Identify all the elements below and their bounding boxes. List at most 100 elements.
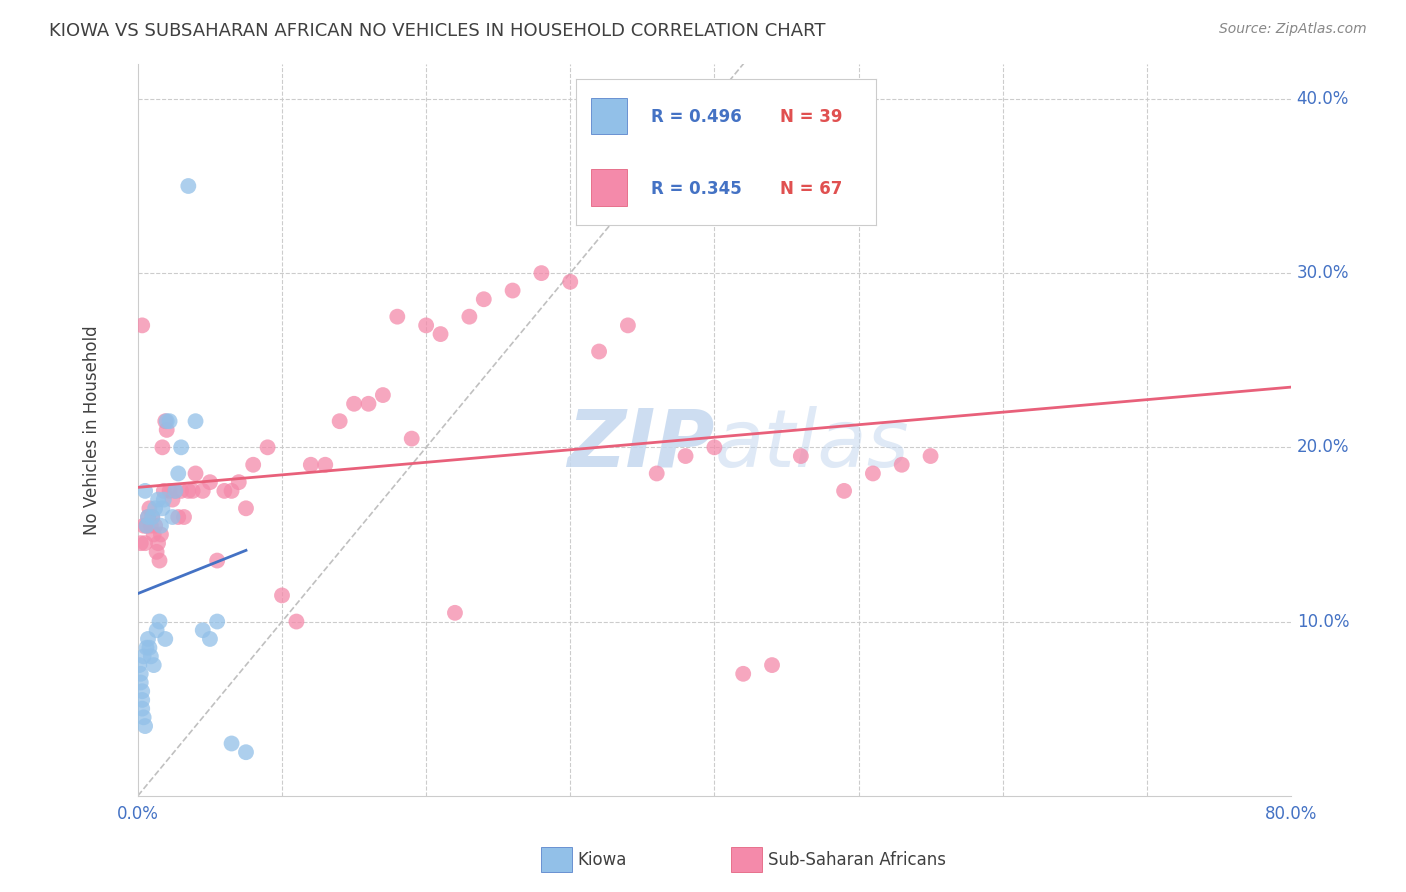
Point xyxy=(790,449,813,463)
Text: 20.0%: 20.0% xyxy=(1296,438,1350,457)
Point xyxy=(146,492,169,507)
Point xyxy=(617,318,640,333)
Point xyxy=(299,458,322,472)
Point xyxy=(162,492,184,507)
Point xyxy=(761,658,783,673)
Point xyxy=(588,344,610,359)
Point xyxy=(145,624,167,638)
Point xyxy=(170,483,193,498)
Point xyxy=(135,518,157,533)
Point xyxy=(136,632,159,646)
Point xyxy=(198,632,221,646)
Point xyxy=(285,615,308,629)
Point xyxy=(131,318,153,333)
Point xyxy=(401,432,423,446)
Text: Source: ZipAtlas.com: Source: ZipAtlas.com xyxy=(1219,22,1367,37)
Point xyxy=(198,475,221,490)
Point xyxy=(862,467,884,481)
Point xyxy=(150,501,173,516)
Point xyxy=(170,440,193,454)
Point xyxy=(357,397,380,411)
Point xyxy=(148,553,170,567)
Text: Kiowa: Kiowa xyxy=(578,851,627,869)
Text: Sub-Saharan Africans: Sub-Saharan Africans xyxy=(768,851,946,869)
Point xyxy=(205,615,228,629)
Point xyxy=(143,518,166,533)
Point xyxy=(181,483,204,498)
Point xyxy=(314,458,336,472)
Point xyxy=(128,658,150,673)
Point xyxy=(235,501,257,516)
Point xyxy=(134,719,156,733)
Point xyxy=(141,510,163,524)
Point xyxy=(149,518,172,533)
Point xyxy=(343,397,366,411)
Point xyxy=(148,615,170,629)
Point xyxy=(214,483,236,498)
Point xyxy=(136,510,159,524)
Point xyxy=(129,675,152,690)
Point xyxy=(256,440,278,454)
Point xyxy=(142,658,165,673)
Text: KIOWA VS SUBSAHARAN AFRICAN NO VEHICLES IN HOUSEHOLD CORRELATION CHART: KIOWA VS SUBSAHARAN AFRICAN NO VEHICLES … xyxy=(49,22,825,40)
Point xyxy=(191,483,214,498)
Point xyxy=(165,483,187,498)
Point xyxy=(159,414,181,428)
Point xyxy=(221,483,243,498)
Point xyxy=(146,536,169,550)
Point xyxy=(136,510,159,524)
Point xyxy=(156,423,179,437)
Text: No Vehicles in Household: No Vehicles in Household xyxy=(83,325,101,534)
Point xyxy=(458,310,481,324)
Point xyxy=(329,414,352,428)
Point xyxy=(165,483,187,498)
Point xyxy=(141,510,163,524)
Point xyxy=(502,284,524,298)
Point xyxy=(733,666,755,681)
Text: 40.0%: 40.0% xyxy=(1296,90,1348,108)
Point xyxy=(159,483,181,498)
Point xyxy=(162,510,184,524)
Point xyxy=(235,745,257,759)
Point xyxy=(832,483,855,498)
Point xyxy=(177,179,200,194)
Point xyxy=(429,327,451,342)
Point xyxy=(205,553,228,567)
Point xyxy=(221,737,243,751)
Point xyxy=(143,501,166,516)
Point xyxy=(173,510,195,524)
Point xyxy=(156,414,179,428)
Point xyxy=(139,649,162,664)
Point xyxy=(139,518,162,533)
Point xyxy=(177,483,200,498)
Text: atlas: atlas xyxy=(714,406,910,483)
Point xyxy=(132,649,155,664)
Point xyxy=(150,440,173,454)
Point xyxy=(155,632,177,646)
Text: 10.0%: 10.0% xyxy=(1296,613,1350,631)
Point xyxy=(129,536,152,550)
Point xyxy=(703,440,725,454)
Point xyxy=(387,310,409,324)
Text: ZIP: ZIP xyxy=(567,406,714,483)
Point xyxy=(149,527,172,541)
Point xyxy=(228,475,250,490)
Point xyxy=(155,414,177,428)
Point xyxy=(138,501,160,516)
Point xyxy=(131,693,153,707)
Point xyxy=(444,606,467,620)
Point xyxy=(167,467,190,481)
Point xyxy=(142,527,165,541)
Point xyxy=(135,518,157,533)
Point xyxy=(920,449,942,463)
Point xyxy=(472,292,495,306)
Point xyxy=(675,449,697,463)
Point xyxy=(371,388,394,402)
Point xyxy=(890,458,912,472)
Point xyxy=(184,414,207,428)
Point xyxy=(530,266,553,280)
Point xyxy=(138,640,160,655)
Point xyxy=(131,684,153,698)
Point xyxy=(135,640,157,655)
Point xyxy=(191,624,214,638)
